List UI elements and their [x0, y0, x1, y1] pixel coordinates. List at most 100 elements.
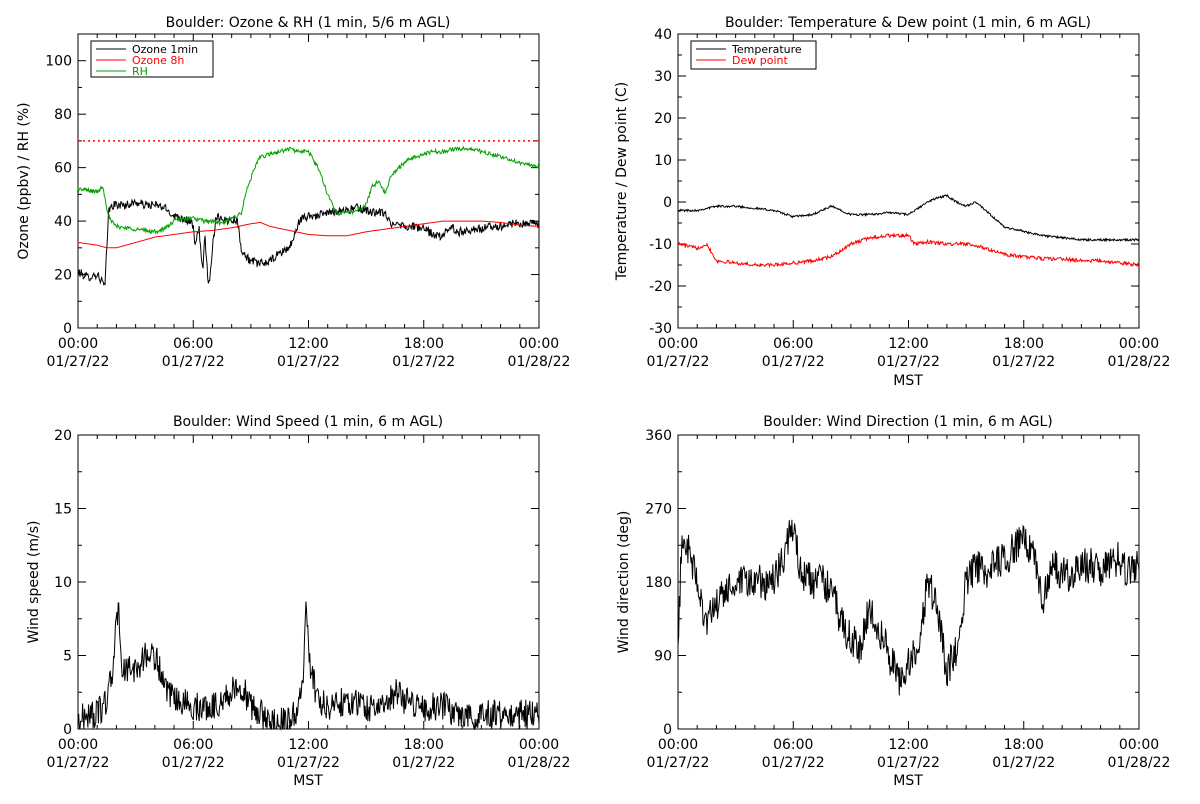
ozone-ytick-label: 20 [54, 268, 72, 284]
winddir-ytick-label: 270 [645, 502, 672, 518]
ozone-legend-ozone-8h: Ozone 8h [132, 54, 184, 67]
winddir-xtick-date: 01/27/22 [647, 755, 710, 771]
windspeed-xtick-time: 00:00 [58, 737, 98, 753]
winddir-xtick-time: 00:00 [1119, 737, 1159, 753]
windspeed-xtick-date: 01/27/22 [162, 755, 225, 771]
temperature-plot-frame [677, 33, 1140, 329]
temperature-xtick-date: 01/28/22 [1108, 354, 1171, 370]
temperature-legend-box [690, 40, 817, 70]
windspeed-ytick-label: 20 [54, 428, 72, 444]
temperature-chart-title: Boulder: Temperature & Dew point (1 min,… [725, 15, 1091, 31]
windspeed-xtick-date: 01/28/22 [508, 755, 571, 771]
ozone-xtick-time: 00:00 [519, 336, 559, 352]
ozone-xtick-time: 06:00 [173, 336, 213, 352]
windspeed-xtick-time: 18:00 [404, 737, 444, 753]
windspeed-x-axis-label: MST [293, 773, 323, 789]
ozone-legend-ozone-1min: Ozone 1min [132, 43, 198, 56]
winddir-xtick-date: 01/27/22 [992, 755, 1055, 771]
temperature-series-temperature [678, 193, 1140, 243]
temperature-ytick-label: -30 [649, 321, 672, 337]
windspeed-series-series [77, 601, 540, 731]
windspeed-chart-title: Boulder: Wind Speed (1 min, 6 m AGL) [173, 414, 443, 430]
windspeed-ytick-label: 10 [54, 575, 72, 591]
temperature-ytick-label: 30 [654, 69, 672, 85]
winddir-ytick-label: 180 [645, 575, 672, 591]
windspeed-xtick-date: 01/27/22 [47, 755, 110, 771]
ozone-y-axis-label: Ozone (ppbv) / RH (%) [16, 102, 32, 259]
temperature-y-axis-label: Temperature / Dew point (C) [614, 82, 630, 281]
temperature-ytick-label: 40 [654, 27, 672, 43]
temperature-panel: Boulder: Temperature & Dew point (1 min,… [614, 15, 1170, 389]
winddir-x-axis-label: MST [893, 773, 923, 789]
windspeed-xtick-date: 01/27/22 [277, 755, 340, 771]
windspeed-ytick-label: 5 [63, 649, 72, 665]
winddir-xtick-time: 06:00 [773, 737, 813, 753]
ozone-data-lines [77, 140, 540, 286]
ozone-xtick-date: 01/27/22 [162, 354, 225, 370]
ozone-ytick-label: 80 [54, 107, 72, 123]
winddir-xtick-time: 00:00 [658, 737, 698, 753]
ozone-xtick-time: 12:00 [288, 336, 328, 352]
ozone-xtick-date: 01/27/22 [277, 354, 340, 370]
ozone-legend: Ozone 1min Ozone 8h RH [90, 40, 214, 78]
temperature-xtick-time: 12:00 [888, 336, 928, 352]
ozone-xtick-date: 01/27/22 [47, 354, 110, 370]
winddir-panel: Boulder: Wind Direction (1 min, 6 m AGL)… [616, 414, 1170, 789]
temperature-xtick-date: 01/27/22 [762, 354, 825, 370]
ozone-chart-title: Boulder: Ozone & RH (1 min, 5/6 m AGL) [166, 15, 451, 31]
winddir-ytick-label: 360 [645, 428, 672, 444]
temperature-ytick-label: -10 [649, 237, 672, 253]
temperature-series-dew-point [677, 232, 1140, 269]
temperature-xtick-date: 01/27/22 [647, 354, 710, 370]
ozone-series-ozone-8h [77, 220, 539, 249]
temperature-ytick-label: 0 [663, 195, 672, 211]
winddir-ytick-label: 0 [663, 722, 672, 738]
temperature-data-lines [677, 193, 1140, 269]
winddir-y-axis-label: Wind direction (deg) [616, 511, 632, 654]
temperature-legend: Temperature Dew point [690, 40, 817, 70]
windspeed-xtick-time: 12:00 [288, 737, 328, 753]
windspeed-ytick-label: 15 [54, 502, 72, 518]
temperature-axes: -30 -20 -10 0 10 20 30 40 00:00 01/27/22 06:00 01/2… [647, 27, 1171, 370]
ozone-legend-rh: RH [132, 65, 148, 78]
windspeed-xtick-time: 00:00 [519, 737, 559, 753]
temperature-xtick-time: 00:00 [1119, 336, 1159, 352]
temperature-ytick-label: 20 [654, 111, 672, 127]
ozone-axes: 0 20 40 60 80 100 00:00 01/27/22 06:00 01/27/22 12… [45, 33, 571, 370]
ozone-xtick-date: 01/27/22 [392, 354, 455, 370]
temperature-ytick-label: -20 [649, 279, 672, 295]
ozone-ytick-label: 100 [45, 54, 72, 70]
ozone-xtick-time: 00:00 [58, 336, 98, 352]
ozone-series-rh [77, 145, 540, 235]
winddir-ytick-label: 90 [654, 649, 672, 665]
winddir-chart-title: Boulder: Wind Direction (1 min, 6 m AGL) [763, 414, 1052, 430]
temperature-ytick-label: 10 [654, 153, 672, 169]
winddir-xtick-date: 01/27/22 [762, 755, 825, 771]
temperature-xtick-time: 18:00 [1004, 336, 1044, 352]
winddir-series-series [677, 519, 1140, 696]
ozone-ytick-label: 40 [54, 214, 72, 230]
windspeed-ytick-label: 0 [63, 722, 72, 738]
ozone-series-ozone-1min [77, 198, 540, 286]
ozone-xtick-date: 01/28/22 [508, 354, 571, 370]
ozone-plot-frame [77, 33, 540, 329]
ozone-xtick-time: 18:00 [404, 336, 444, 352]
windspeed-xtick-time: 06:00 [173, 737, 213, 753]
ozone-ytick-label: 0 [63, 321, 72, 337]
temperature-legend-dew-point: Dew point [732, 54, 788, 67]
winddir-data-lines [677, 519, 1140, 696]
winddir-axes: 0 90 180 270 360 00:00 01/27/22 06:00 01/27/22 12… [645, 428, 1170, 771]
winddir-xtick-date: 01/28/22 [1108, 755, 1171, 771]
temperature-x-axis-label: MST [893, 373, 923, 389]
temperature-xtick-time: 06:00 [773, 336, 813, 352]
winddir-xtick-time: 12:00 [888, 737, 928, 753]
ozone-panel: Boulder: Ozone & RH (1 min, 5/6 m AGL) 0… [16, 15, 570, 370]
temperature-xtick-date: 01/27/22 [992, 354, 1055, 370]
windspeed-axes: 0 5 10 15 20 00:00 01/27/22 06:00 01/27/22 12:00 0… [47, 428, 571, 771]
temperature-legend-temperature: Temperature [731, 43, 802, 56]
windspeed-y-axis-label: Wind speed (m/s) [26, 521, 42, 644]
windspeed-plot-frame [77, 434, 540, 730]
winddir-xtick-date: 01/27/22 [877, 755, 940, 771]
